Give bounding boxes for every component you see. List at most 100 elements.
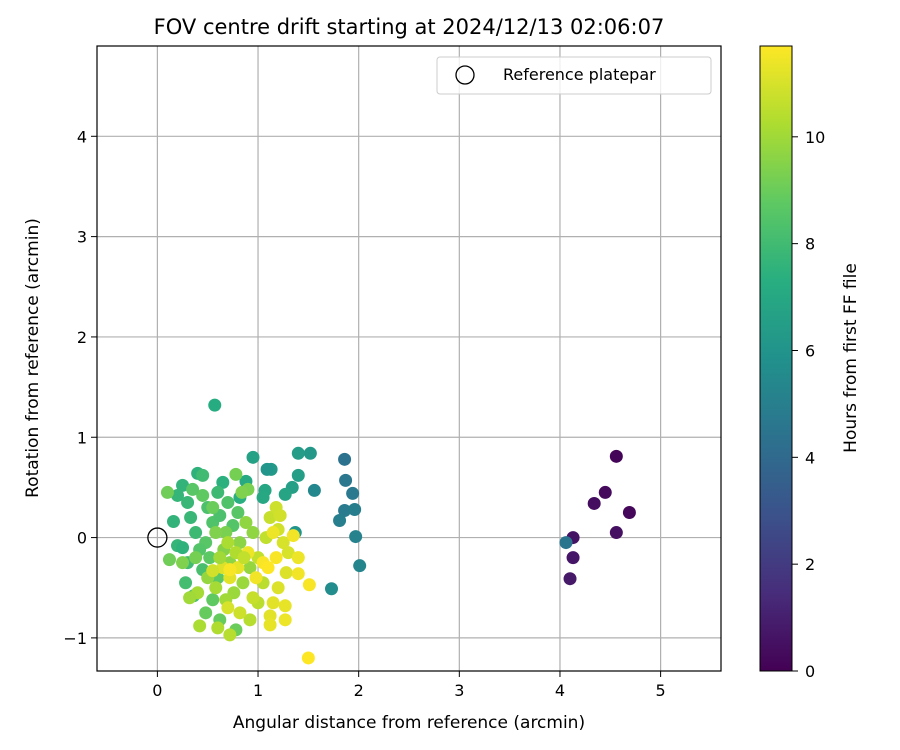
scatter-point: [353, 559, 367, 573]
scatter-point: [246, 591, 260, 605]
scatter-point: [221, 601, 235, 615]
x-axis-title: Angular distance from reference (arcmin): [233, 713, 585, 733]
grid-lines: [97, 46, 721, 671]
x-tick-label: 1: [253, 681, 263, 700]
scatter-point: [263, 618, 277, 632]
scatter-point: [338, 503, 352, 517]
scatter-point: [256, 490, 270, 504]
x-tick-label: 0: [152, 681, 162, 700]
scatter-point: [271, 581, 285, 595]
y-tick-label: −1: [63, 629, 87, 648]
scatter-point: [281, 546, 295, 560]
scatter-point: [206, 500, 220, 514]
scatter-point: [559, 536, 573, 550]
scatter-point: [221, 495, 235, 509]
x-tick-label: 2: [354, 681, 364, 700]
y-tick-label: 2: [77, 328, 87, 347]
scatter-point: [291, 446, 305, 460]
scatter-point: [196, 488, 210, 502]
legend: Reference platepar: [436, 56, 712, 95]
scatter-point: [211, 621, 225, 635]
scatter-point: [176, 556, 190, 570]
scatter-point: [211, 485, 225, 499]
colorbar-tick-label: 4: [805, 448, 815, 467]
scatter-point: [219, 526, 233, 540]
scatter-point: [162, 553, 176, 567]
scatter-point: [278, 487, 292, 501]
colorbar-tick-label: 0: [805, 662, 815, 681]
x-tick-label: 3: [454, 681, 464, 700]
scatter-point: [223, 628, 237, 642]
scatter-point: [237, 551, 251, 565]
scatter-point: [189, 526, 203, 540]
scatter-point: [333, 514, 347, 528]
scatter-point: [179, 576, 193, 590]
scatter-point: [587, 496, 601, 510]
scatter-point: [348, 502, 362, 516]
scatter-point: [261, 561, 275, 575]
scatter-point: [216, 475, 230, 489]
scatter-point: [249, 571, 263, 585]
legend-marker-hollow-circle: [455, 65, 475, 85]
reference-platepar-marker: [147, 527, 168, 548]
scatter-point: [266, 526, 280, 540]
scatter-point: [233, 536, 247, 550]
scatter-point: [325, 582, 339, 596]
scatter-point: [246, 450, 260, 464]
scatter-point: [303, 446, 317, 460]
x-tick-label: 4: [555, 681, 565, 700]
colorbar-gradient: [759, 45, 793, 672]
scatter-point: [291, 551, 305, 565]
legend-box: [436, 56, 712, 95]
scatter-point: [209, 581, 223, 595]
scatter-point: [239, 516, 253, 530]
scatter-point: [193, 619, 207, 633]
scatter-point: [263, 609, 277, 623]
chart-title: FOV centre drift starting at 2024/12/13 …: [154, 15, 665, 39]
scatter-point: [186, 482, 200, 496]
scatter-point: [209, 526, 223, 540]
scatter-point: [276, 536, 290, 550]
y-tick-label: 3: [77, 228, 87, 247]
scatter-point: [598, 485, 612, 499]
scatter-point: [199, 606, 213, 620]
colorbar: 0 2 4 6 8 10 Hours from first FF file: [759, 45, 861, 681]
y-tick-label: 4: [77, 127, 87, 146]
scatter-point: [166, 515, 180, 529]
y-axis-title: Rotation from reference (arcmin): [23, 218, 43, 498]
colorbar-tick-label: 8: [805, 235, 815, 254]
scatter-point: [189, 551, 203, 565]
scatter-point: [233, 606, 247, 620]
scatter-point: [171, 488, 185, 502]
scatter-point: [213, 551, 227, 565]
colorbar-tick-label: 6: [805, 341, 815, 360]
scatter-point: [609, 526, 623, 540]
scatter-point: [223, 563, 237, 577]
scatter-point: [263, 511, 277, 525]
scatter-point: [273, 509, 287, 523]
scatter-point: [221, 536, 235, 550]
colorbar-tick-label: 2: [805, 555, 815, 574]
reference-marker-group: [147, 527, 168, 548]
scatter-point: [349, 530, 363, 544]
scatter-point: [243, 561, 257, 575]
scatter-point: [269, 551, 283, 565]
scatter-point: [184, 511, 198, 525]
scatter-point: [566, 551, 580, 565]
scatter-point: [279, 566, 293, 580]
scatter-point: [181, 495, 195, 509]
y-tick-label: 1: [77, 428, 87, 447]
scatter-point: [160, 485, 174, 499]
scatter-point: [302, 578, 316, 592]
colorbar-ticks: 0 2 4 6 8 10: [792, 128, 825, 681]
scatter-point: [278, 613, 292, 627]
scatter-point: [183, 591, 197, 605]
x-tick-label: 5: [656, 681, 666, 700]
scatter-point: [208, 398, 222, 412]
scatter-point: [291, 567, 305, 581]
scatter-point: [176, 478, 190, 492]
scatter-point: [206, 593, 220, 607]
y-axis-ticks: −1 0 1 2 3 4: [63, 127, 97, 648]
legend-label-reference-platepar: Reference platepar: [503, 65, 656, 84]
scatter-point: [229, 467, 243, 481]
